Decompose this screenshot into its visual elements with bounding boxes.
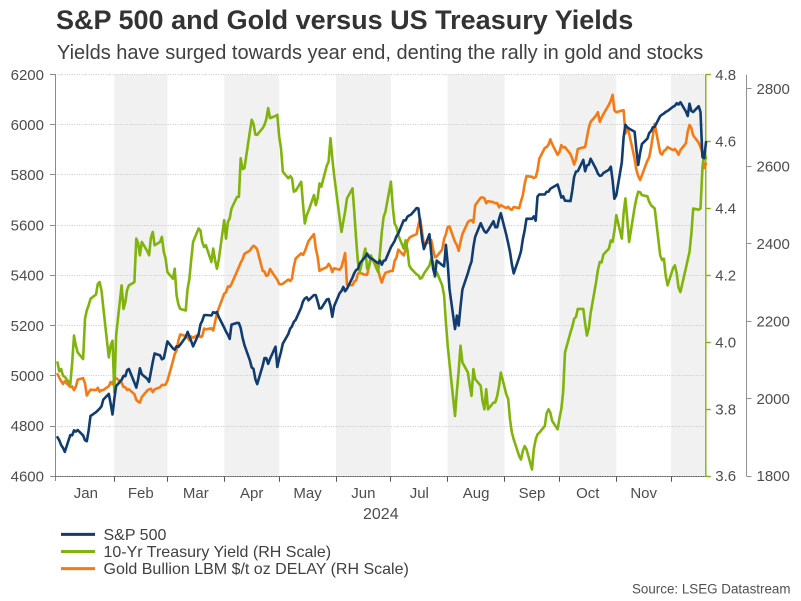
svg-text:Apr: Apr [240, 485, 263, 502]
svg-text:4600: 4600 [11, 468, 44, 485]
svg-text:2024: 2024 [363, 506, 399, 523]
svg-text:Gold Bullion LBM $/t oz DELAY: Gold Bullion LBM $/t oz DELAY (RH Scale) [104, 561, 409, 578]
svg-text:Oct: Oct [576, 485, 600, 502]
svg-text:3.8: 3.8 [715, 401, 736, 418]
svg-text:Nov: Nov [630, 485, 657, 502]
svg-text:2800: 2800 [757, 81, 790, 98]
svg-text:S&P 500: S&P 500 [104, 527, 167, 544]
svg-text:Feb: Feb [128, 485, 154, 502]
svg-text:4.0: 4.0 [715, 334, 736, 351]
svg-text:Sep: Sep [519, 485, 546, 502]
svg-text:2200: 2200 [757, 313, 790, 330]
svg-text:6000: 6000 [11, 117, 44, 134]
svg-text:3.6: 3.6 [715, 468, 736, 485]
svg-text:5600: 5600 [11, 217, 44, 234]
svg-text:2000: 2000 [757, 391, 790, 408]
svg-text:Jan: Jan [74, 485, 98, 502]
svg-text:4800: 4800 [11, 418, 44, 435]
svg-text:5400: 5400 [11, 268, 44, 285]
svg-text:Jul: Jul [410, 485, 429, 502]
svg-text:2600: 2600 [757, 159, 790, 176]
svg-text:1800: 1800 [757, 468, 790, 485]
svg-text:4.6: 4.6 [715, 134, 736, 151]
svg-text:5000: 5000 [11, 368, 44, 385]
svg-text:4.2: 4.2 [715, 268, 736, 285]
svg-text:5200: 5200 [11, 318, 44, 335]
svg-text:Mar: Mar [183, 485, 209, 502]
svg-text:6200: 6200 [11, 67, 44, 84]
svg-text:Source: LSEG Datastream: Source: LSEG Datastream [632, 582, 791, 597]
svg-text:Aug: Aug [463, 485, 490, 502]
svg-text:10-Yr Treasury Yield (RH Scale: 10-Yr Treasury Yield (RH Scale) [104, 544, 332, 561]
svg-text:4.8: 4.8 [715, 67, 736, 84]
svg-text:4.4: 4.4 [715, 201, 736, 218]
svg-text:Jun: Jun [351, 485, 375, 502]
svg-text:5800: 5800 [11, 167, 44, 184]
svg-text:May: May [293, 485, 322, 502]
svg-text:2400: 2400 [757, 236, 790, 253]
